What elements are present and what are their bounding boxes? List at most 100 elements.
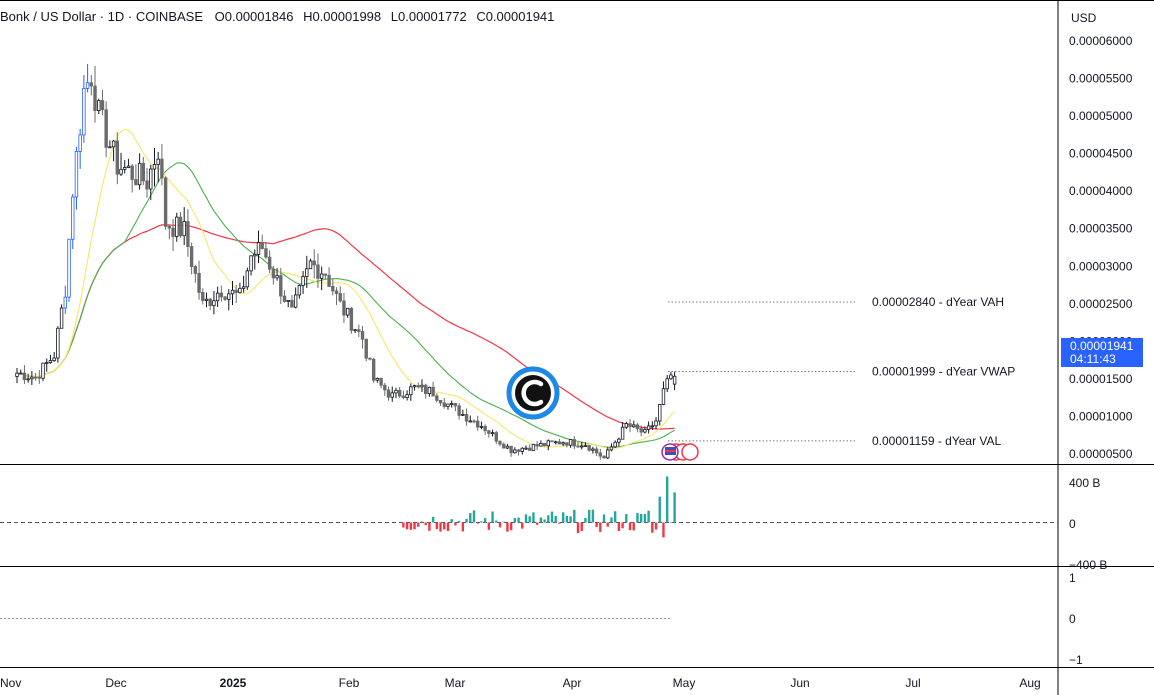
candle (71, 193, 75, 250)
oscillator-bar (576, 522, 580, 534)
time-tick-label: May (673, 676, 696, 690)
candle (498, 440, 502, 447)
candle (591, 446, 595, 454)
candle (349, 306, 354, 334)
level-label: 0.00001159 - dYear VAL (872, 434, 1002, 448)
candle (669, 371, 673, 380)
candle (111, 139, 116, 162)
candle (227, 289, 231, 311)
oscillator-bar (639, 513, 643, 523)
symbol-title[interactable]: Bonk / US Dollar · 1D · COINBASE (0, 9, 203, 24)
oscillator-bar (424, 522, 427, 526)
oscillator-bar (543, 519, 546, 523)
oscillator-bar (405, 522, 409, 530)
candle (524, 445, 528, 451)
candle (468, 415, 472, 423)
candle (56, 326, 60, 363)
currency-label[interactable]: USD (1071, 11, 1097, 25)
price-tick-label: 0.00003500 (1069, 222, 1133, 236)
oscillator-bar (573, 509, 576, 523)
level-label: 0.00002840 - dYear VAH (872, 295, 1004, 309)
oscillator-bar (446, 522, 450, 532)
candle (427, 386, 432, 397)
candle (215, 286, 220, 307)
candle (249, 255, 253, 276)
oscillator-bar (658, 496, 661, 523)
candle (580, 442, 584, 450)
candle (312, 249, 316, 279)
oscillator-bar (654, 522, 658, 530)
candle (15, 367, 19, 384)
oscillator-bar (506, 522, 509, 532)
price-tick-label: 0.00002500 (1069, 297, 1133, 311)
oscillator-bar (554, 515, 557, 523)
candle (568, 439, 573, 448)
candle (152, 148, 157, 187)
candle (126, 158, 131, 169)
candle (661, 381, 666, 406)
candle (442, 398, 446, 409)
candle (271, 265, 276, 285)
candle (85, 63, 90, 93)
candle (576, 441, 580, 448)
candle (594, 446, 599, 457)
oscillator-bar (431, 516, 435, 523)
high-value: 0.00001998 (312, 9, 382, 24)
oscillator-bar (561, 512, 565, 523)
candle (97, 98, 101, 115)
oscillator-bar (595, 522, 598, 527)
candle (319, 266, 324, 291)
candle (357, 324, 361, 337)
candle (401, 390, 406, 400)
oscillator-bar (547, 515, 550, 523)
candle (449, 400, 454, 408)
candle (134, 164, 138, 186)
oscillator-bar (521, 522, 524, 529)
oscillator-bar (621, 522, 624, 529)
oscillator-bar (498, 522, 502, 528)
oscillator-bar (673, 492, 676, 523)
bar-countdown: 04:11:43 (1070, 352, 1116, 366)
candle (316, 253, 320, 289)
candle (282, 290, 287, 303)
candle (672, 371, 677, 391)
candle (483, 424, 487, 435)
low-label: L (390, 9, 398, 24)
oscillator-bar (472, 510, 476, 523)
candle (516, 448, 521, 456)
candle (293, 287, 298, 309)
symbol-header: Bonk / US Dollar · 1D · COINBASE O 0.0000… (0, 9, 560, 24)
candle (520, 447, 524, 455)
oscillator-bar (625, 514, 628, 523)
event-badges-icon[interactable] (661, 443, 699, 461)
candle (345, 307, 350, 318)
oscillator-bar (461, 522, 465, 532)
time-tick-label: Jul (905, 676, 920, 690)
candle (390, 386, 394, 402)
candle (48, 354, 53, 364)
candle (234, 284, 238, 304)
candle (275, 268, 279, 281)
candle (145, 167, 149, 198)
price-tick-label: 0.00005000 (1069, 109, 1133, 123)
oscillator-bar (509, 522, 513, 531)
candle (397, 386, 402, 398)
oscillator-bar (610, 517, 613, 523)
oscillator-bar (439, 522, 442, 532)
price-tick-label: 0.00001500 (1069, 372, 1133, 386)
oscillator-bar (465, 518, 468, 523)
oscillator-tick-label: 400 B (1069, 476, 1100, 490)
oscillator-bar (606, 522, 609, 527)
price-tick-label: 0.00005500 (1069, 72, 1133, 86)
candle (241, 275, 246, 293)
open-label: O (214, 9, 225, 24)
oscillator-bar (591, 509, 595, 523)
oscillator-bar (643, 514, 647, 523)
candle (620, 422, 625, 440)
candle (494, 430, 498, 445)
oscillator-bar (535, 522, 539, 525)
oscillator-bar (665, 476, 669, 523)
candle (435, 393, 439, 403)
oscillator-bar (599, 522, 602, 532)
